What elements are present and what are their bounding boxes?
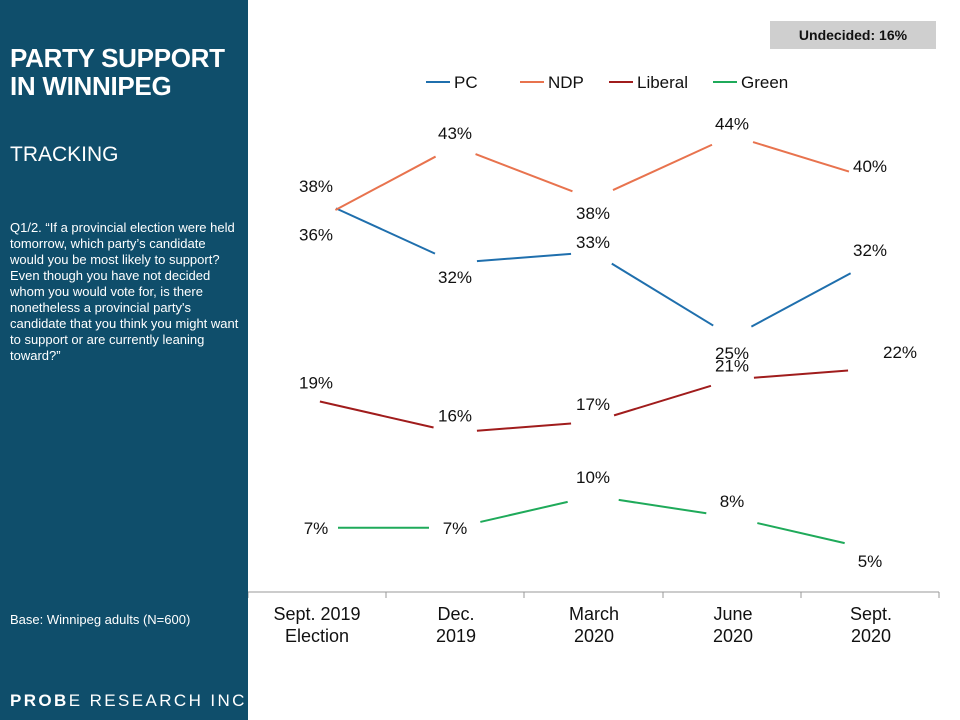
sidebar: PARTY SUPPORT IN WINNIPEG TRACKING Q1/2.…	[0, 0, 252, 720]
x-tick-label: June	[713, 604, 752, 624]
series-line-ndp	[752, 141, 850, 173]
survey-question: Q1/2. “If a provincial election were hel…	[10, 220, 239, 363]
data-label: 21%	[715, 356, 749, 375]
x-tick-label: Sept.	[850, 604, 892, 624]
data-label: 36%	[299, 225, 333, 244]
legend-label: Liberal	[637, 73, 688, 92]
data-label: 17%	[576, 395, 610, 414]
page-title: PARTY SUPPORT IN WINNIPEG	[10, 43, 225, 101]
data-label: 32%	[438, 268, 472, 287]
chart-legend: PC NDP Liberal Green	[426, 73, 788, 92]
legend-label: NDP	[548, 73, 584, 92]
x-tick-label: 2020	[851, 626, 891, 646]
data-label: 38%	[299, 177, 333, 196]
line-chart: PC NDP Liberal Green Sept. 2019ElectionDec.…	[248, 73, 940, 646]
series-line-liberal	[613, 384, 712, 417]
series-line-green	[480, 500, 568, 523]
series-line-liberal	[753, 369, 849, 379]
data-label: 22%	[883, 343, 917, 362]
data-label: 8%	[720, 492, 745, 511]
brand-logo-part: O	[38, 691, 55, 710]
data-labels: 38% 32% 33% 25% 32% 36% 43% 38% 44% 40% 19% 16% 17% 2…	[299, 115, 917, 571]
series-line-pc	[476, 252, 572, 263]
data-label: 44%	[715, 115, 749, 134]
x-tick-label: Dec.	[437, 604, 474, 624]
data-label: 19%	[299, 374, 333, 393]
series-line-green	[757, 522, 845, 545]
page-subtitle: TRACKING	[10, 143, 119, 166]
series-line-pc	[750, 272, 852, 328]
series-line-pc	[335, 207, 436, 255]
brand-logo: PROBE RESEARCH INC.	[10, 691, 254, 711]
data-label: 32%	[853, 241, 887, 260]
x-tick-label: 2019	[436, 626, 476, 646]
brand-logo-part: E RESEARCH INC.	[68, 691, 254, 710]
series-line-green	[618, 498, 707, 515]
series-line-ndp	[475, 153, 573, 193]
x-tick-label: March	[569, 604, 619, 624]
series-line-liberal	[319, 400, 434, 429]
base-note: Base: Winnipeg adults (N=600)	[10, 612, 191, 627]
undecided-badge: Undecided: 16%	[770, 21, 936, 49]
x-tick-label: Sept. 2019	[273, 604, 360, 624]
data-label: 7%	[304, 519, 329, 538]
x-tick-label: Election	[285, 626, 349, 646]
legend-label: PC	[454, 73, 478, 92]
x-tick-label: 2020	[713, 626, 753, 646]
legend-label: Green	[741, 73, 788, 92]
brand-logo-part: PR	[10, 691, 39, 710]
brand-logo-part: B	[54, 691, 69, 710]
data-label: 25%	[715, 344, 749, 363]
data-label: 10%	[576, 468, 610, 487]
x-tick-label: 2020	[574, 626, 614, 646]
series-line-ndp	[612, 143, 713, 191]
data-label: 5%	[858, 552, 883, 571]
data-label: 7%	[443, 519, 468, 538]
series-line-liberal	[476, 422, 572, 432]
data-label: 16%	[438, 406, 472, 425]
data-label: 40%	[853, 157, 887, 176]
data-label: 33%	[576, 233, 610, 252]
series-line-pc	[611, 262, 714, 327]
series-lines	[319, 141, 852, 545]
series-line-ndp	[334, 155, 437, 211]
x-axis: Sept. 2019ElectionDec.2019March2020June2…	[248, 591, 940, 646]
data-label: 38%	[576, 204, 610, 223]
data-label: 43%	[438, 124, 472, 143]
